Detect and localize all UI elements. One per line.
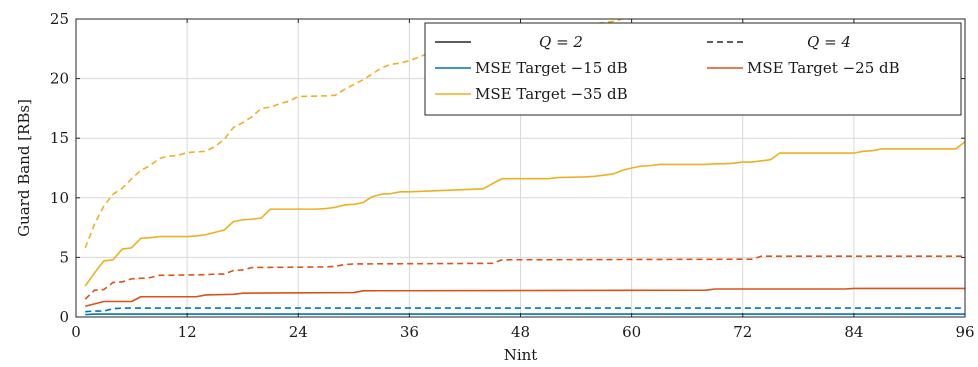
y-axis-label: Guard Band [RBs] [15, 99, 33, 237]
x-tick-label: 24 [289, 323, 308, 341]
legend-mse-25-label: MSE Target −25 dB [747, 59, 900, 77]
x-tick-label: 72 [733, 323, 752, 341]
x-tick-label: 48 [511, 323, 530, 341]
legend-q2-label: Q = 2 [539, 33, 583, 51]
x-tick-label: 12 [178, 323, 197, 341]
x-tick-label: 0 [71, 323, 81, 341]
y-tick-label: 20 [50, 70, 69, 88]
x-tick-label: 60 [622, 323, 641, 341]
y-tick-label: 10 [50, 189, 69, 207]
x-tick-label: 36 [400, 323, 419, 341]
legend-mse-15-label: MSE Target −15 dB [475, 59, 628, 77]
legend-mse-35-label: MSE Target −35 dB [475, 85, 628, 103]
legend: Q = 2 Q = 4 MSE Target −15 dB MSE Target… [425, 23, 961, 115]
series-line-1 [85, 308, 965, 312]
y-tick-label: 15 [50, 129, 69, 147]
legend-q4-label: Q = 4 [807, 33, 851, 51]
series-line-0 [85, 314, 965, 315]
x-axis-label: Nint [504, 346, 538, 364]
y-tick-label: 25 [50, 10, 69, 28]
series-line-4 [85, 142, 965, 286]
x-tick-label: 84 [844, 323, 863, 341]
series-line-3 [85, 256, 965, 299]
y-tick-label: 5 [59, 248, 69, 266]
series-line-2 [85, 288, 965, 306]
y-tick-label: 0 [59, 308, 69, 326]
x-tick-label: 96 [955, 323, 974, 341]
